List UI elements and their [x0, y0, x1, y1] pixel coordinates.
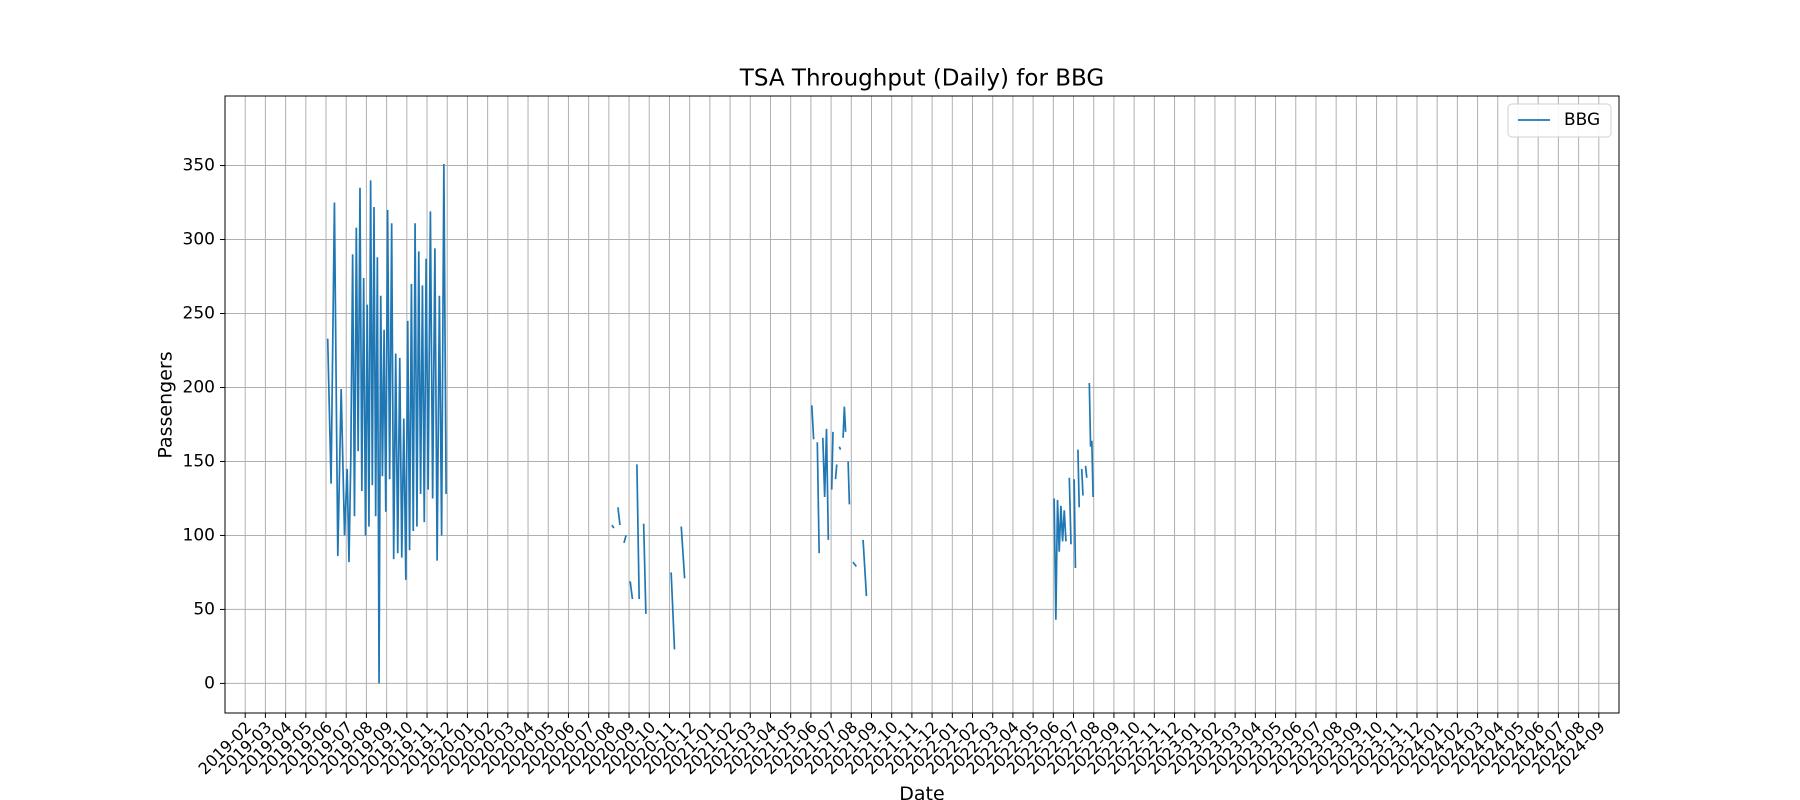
y-tick-label: 300	[183, 230, 215, 250]
y-tick-label: 0	[204, 673, 215, 693]
y-tick-label: 50	[193, 599, 215, 619]
y-tick-label: 250	[183, 304, 215, 324]
y-tick-label: 100	[183, 525, 215, 545]
x-axis-label: Date	[899, 783, 944, 800]
legend-box	[1507, 103, 1612, 138]
chart-title: TSA Throughput (Daily) for BBG	[739, 66, 1104, 92]
data-line	[326, 164, 1094, 684]
legend-label: BBG	[1564, 110, 1600, 130]
y-tick-label: 200	[183, 377, 215, 397]
plot-frame	[224, 95, 1620, 714]
y-tick-label: 150	[183, 451, 215, 471]
y-tick-label: 350	[183, 156, 215, 176]
y-axis-label: Passengers	[155, 351, 177, 458]
